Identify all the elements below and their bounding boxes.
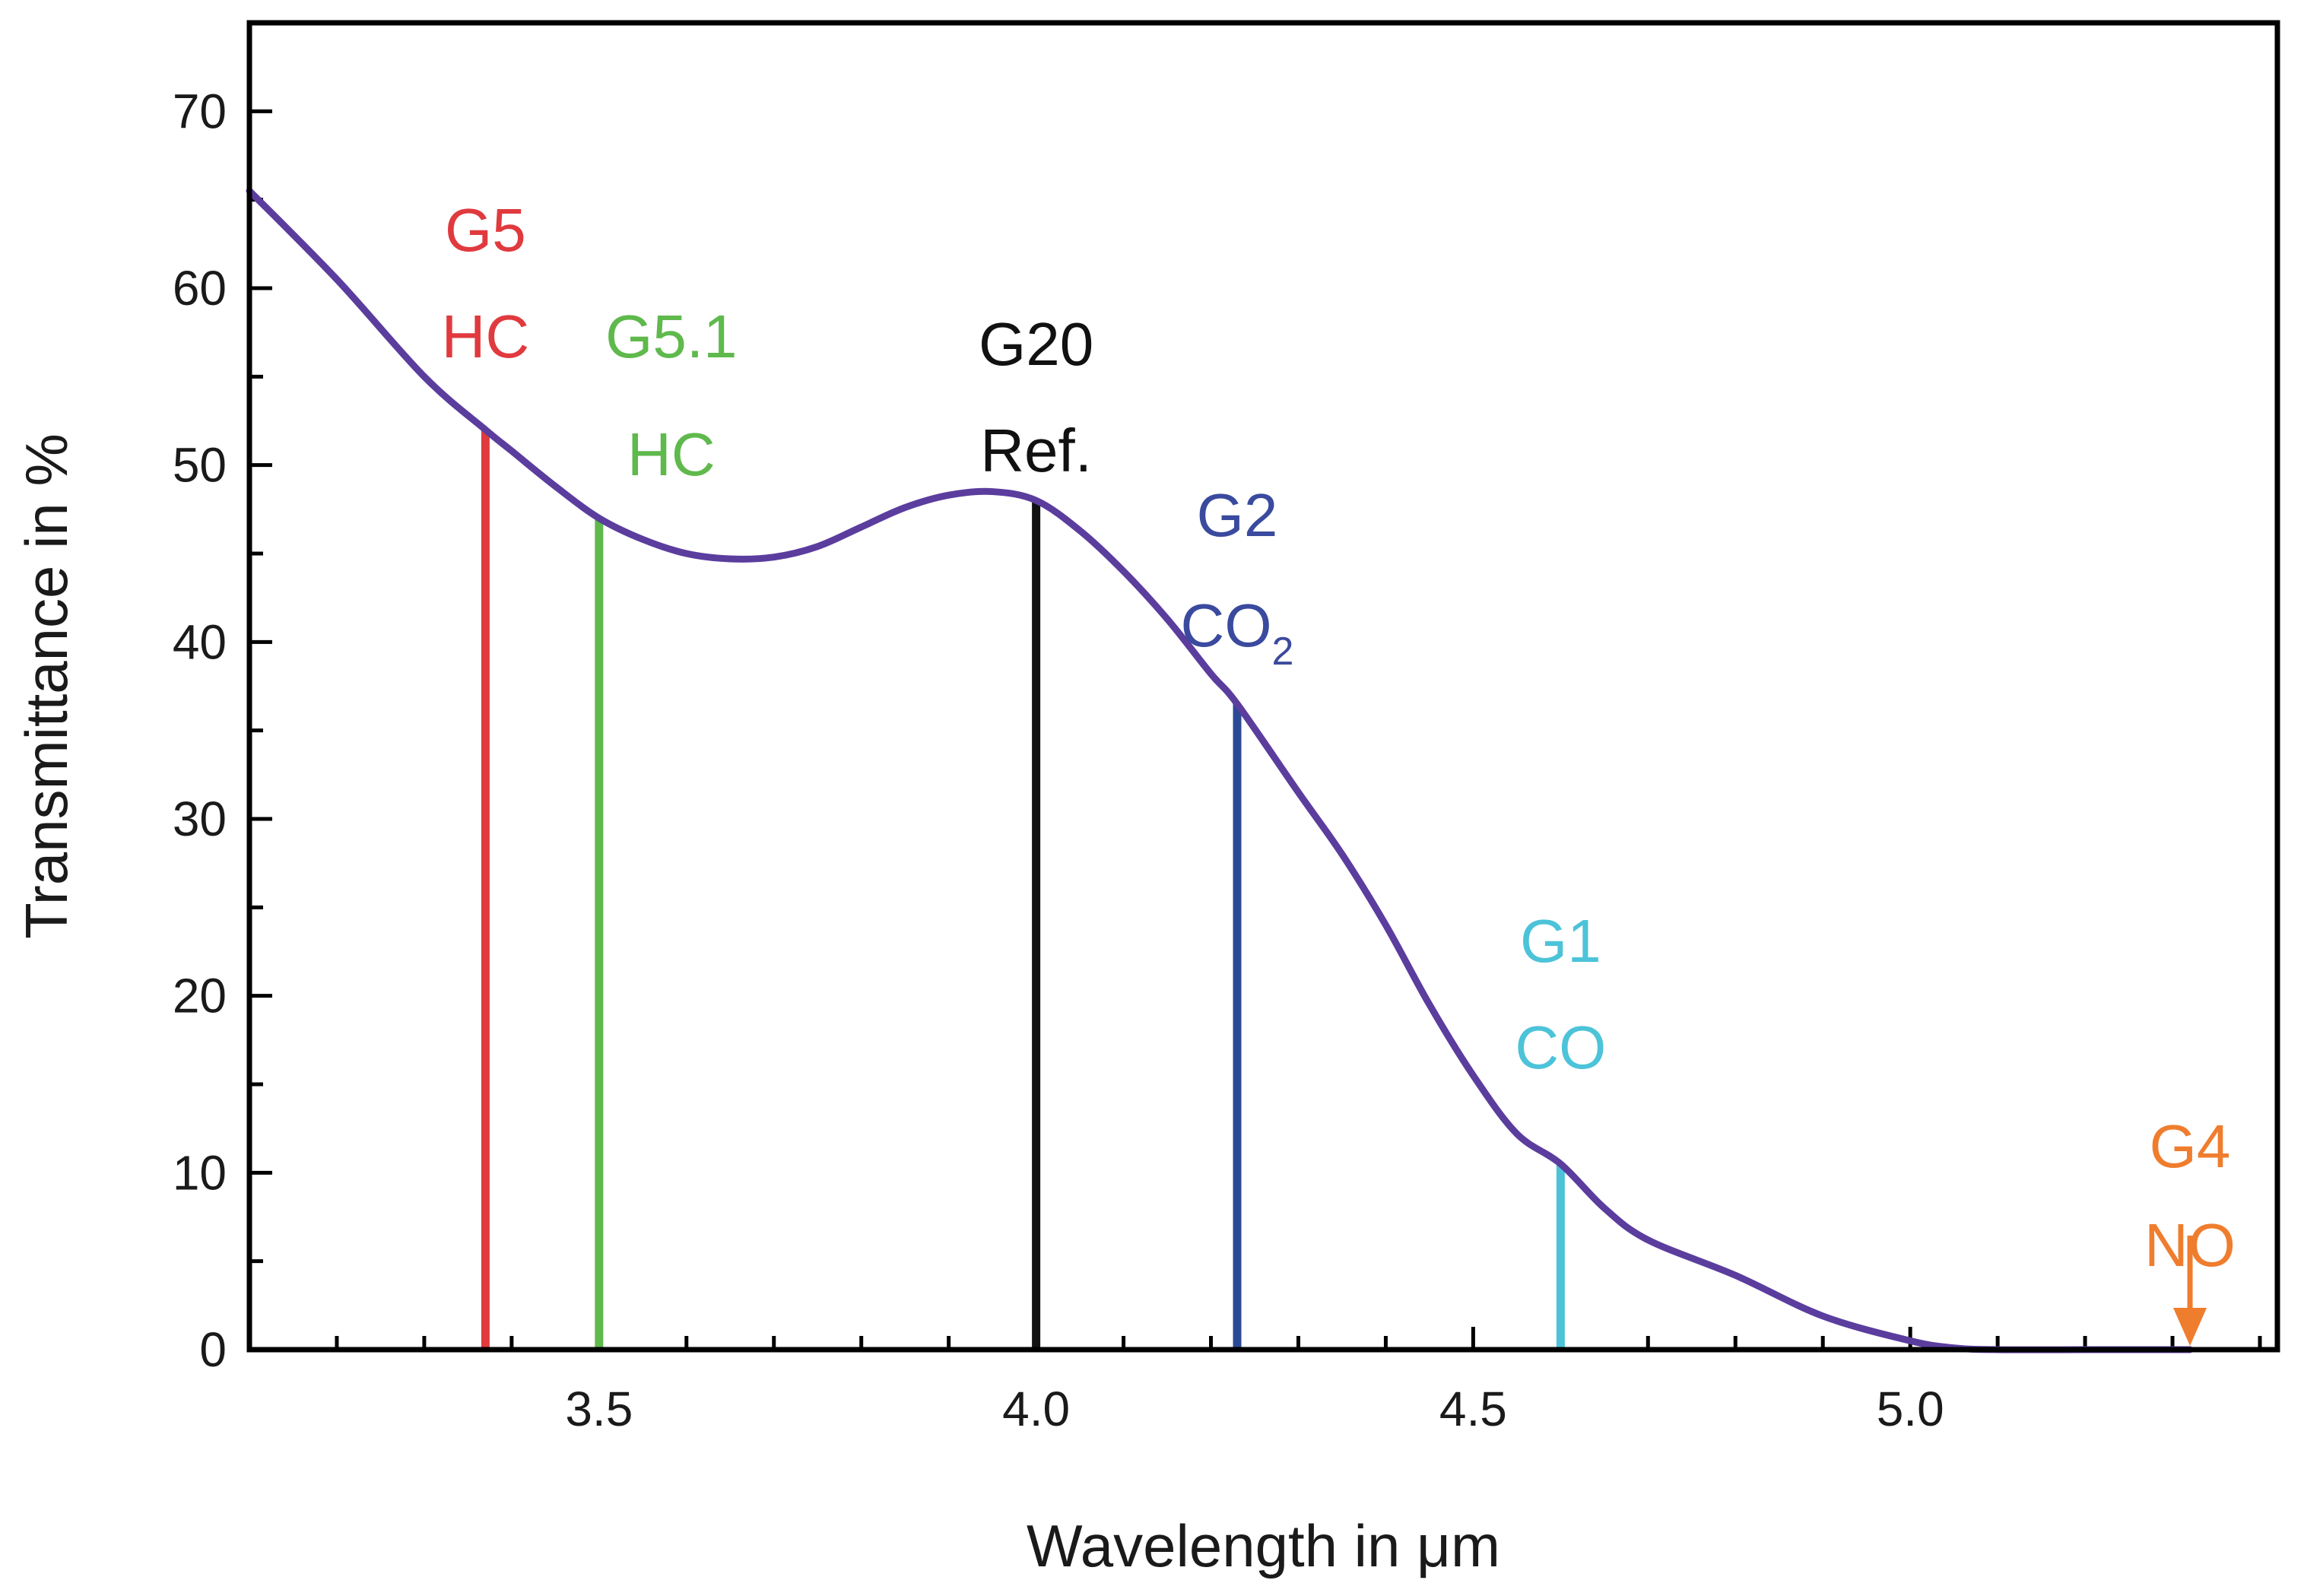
tick-layer <box>247 21 2262 1352</box>
y-tick-label: 60 <box>173 261 227 316</box>
x-tick-label: 4.5 <box>1439 1382 1507 1436</box>
band-g5-gas: HC <box>442 303 530 370</box>
band-g4-label: G4 <box>2150 1112 2231 1180</box>
band-g2-gas-subscript: 2 <box>1272 630 1294 674</box>
y-tick-label: 50 <box>173 438 227 493</box>
y-tick-label: 70 <box>173 84 227 138</box>
y-axis-title: Transmittance in % <box>13 433 80 939</box>
transmittance-curve <box>246 187 2194 1353</box>
x-tick-label: 4.0 <box>1002 1382 1070 1436</box>
band-g20-gas: Ref. <box>980 417 1092 484</box>
y-tick-label: 10 <box>173 1145 227 1200</box>
band-g5-1-gas: HC <box>627 420 716 488</box>
band-g4-gas: NO <box>2144 1211 2236 1279</box>
band-g5-1-label: G5.1 <box>605 303 737 370</box>
x-axis-title: Wavelength in μm <box>1027 1512 1500 1579</box>
y-tick-label: 30 <box>173 792 227 846</box>
y-tick-label: 0 <box>199 1322 227 1377</box>
band-g20-label: G20 <box>979 310 1093 378</box>
tick-label-layer: 3.5 4.0 4.5 5.0 0 10 20 30 40 50 60 70 <box>173 84 1944 1436</box>
y-tick-label: 40 <box>173 614 227 669</box>
filter-band-layer <box>481 430 2207 1350</box>
band-g4-arrowhead <box>2173 1308 2207 1346</box>
x-tick-label: 3.5 <box>565 1382 633 1436</box>
band-g5-label: G5 <box>445 196 526 264</box>
band-g1-label: G1 <box>1520 907 1601 975</box>
band-g1-gas: CO <box>1515 1014 1606 1081</box>
y-tick-label: 20 <box>173 969 227 1023</box>
band-g2-label: G2 <box>1197 481 1278 549</box>
plot-frame <box>246 20 2280 1353</box>
x-tick-label: 5.0 <box>1877 1382 1944 1436</box>
